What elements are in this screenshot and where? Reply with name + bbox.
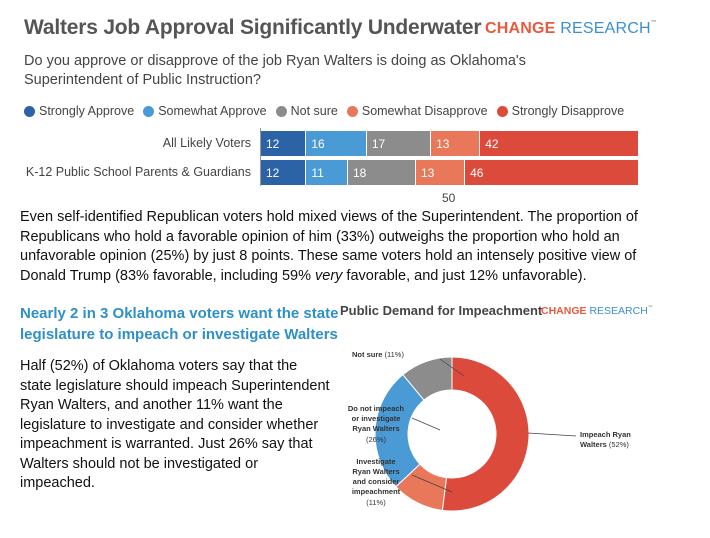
donut-label-3: Not sure (11%)	[352, 350, 404, 359]
bar-segment-not-sure: 18	[347, 160, 416, 185]
republican-views-paragraph: Even self-identified Republican voters h…	[20, 208, 680, 286]
bar-segment-somewhat-disapprove: 13	[415, 160, 466, 185]
brand-logo: CHANGE RESEARCH™	[485, 20, 657, 37]
legend-swatch	[496, 105, 508, 117]
x-tick-50: 50	[442, 191, 456, 205]
chart-title: Walters Job Approval Significantly Under…	[24, 16, 482, 39]
donut-leader-line	[411, 474, 453, 493]
category-label: K-12 Public School Parents & Guardians	[25, 165, 251, 179]
donut-slice-0	[441, 356, 530, 512]
donut-label-0: Impeach Ryan Walters (52%)	[580, 430, 631, 449]
legend-label: Strongly Approve	[39, 104, 135, 118]
bar-segment-somewhat-approve: 11	[306, 160, 348, 185]
legend-item-somewhat-disapprove: Somewhat Disapprove	[346, 104, 488, 118]
donut-brand-word-change: CHANGE	[541, 305, 587, 317]
legend-item-somewhat-approve: Somewhat Approve	[143, 104, 267, 118]
donut-brand-word-research: RESEARCH	[589, 305, 648, 317]
impeachment-paragraph: Half (52%) of Oklahoma voters say that t…	[20, 358, 330, 491]
legend-swatch	[143, 105, 155, 117]
bar-segment-strongly-approve: 12	[261, 131, 307, 156]
bar-segment-somewhat-disapprove: 13	[431, 131, 481, 156]
legend-item-not-sure: Not sure	[275, 104, 338, 118]
bar-segment-strongly-approve: 12	[261, 160, 307, 185]
donut-leader-line	[439, 358, 465, 377]
donut-title: Public Demand for Impeachment	[340, 303, 543, 318]
bar-segment-strongly-disapprove: 42	[480, 131, 639, 156]
brand-word-research: RESEARCH	[560, 20, 651, 37]
survey-question: Do you approve or disapprove of the job …	[24, 53, 526, 88]
paragraph1-emphasis: very	[315, 267, 343, 284]
donut-leader-line	[527, 432, 577, 437]
bar-legend: Strongly Approve Somewhat Approve Not sure…	[24, 104, 633, 118]
legend-label: Somewhat Approve	[158, 104, 267, 118]
bar-axis-line	[260, 128, 261, 186]
legend-swatch	[346, 105, 358, 117]
bar-row: 12 11 18 13 46	[261, 160, 639, 185]
donut-label-1: Investigate Ryan Walters and consider impea…	[352, 457, 401, 507]
legend-label: Not sure	[290, 104, 338, 118]
paragraph1-part-a: Even self-identified Republican voters h…	[20, 209, 638, 284]
legend-swatch	[24, 105, 35, 117]
bar-segment-strongly-disapprove: 46	[465, 160, 639, 185]
legend-item-strongly-disapprove: Strongly Disapprove	[496, 104, 625, 118]
donut-label-2: Do not impeach or investigate Ryan Walters…	[348, 404, 405, 444]
bar-segment-not-sure: 17	[366, 131, 432, 156]
impeachment-subhead: Nearly 2 in 3 Oklahoma voters want the s…	[20, 305, 339, 343]
donut-slice-3	[402, 356, 453, 401]
donut-brand-logo: CHANGE RESEARCH™	[541, 305, 653, 317]
legend-label: Somewhat Disapprove	[361, 104, 488, 118]
brand-word-change: CHANGE	[485, 20, 556, 37]
paragraph1-part-b: favorable, and just 12% unfavorable).	[342, 267, 587, 284]
legend-swatch	[275, 105, 287, 117]
legend-label: Strongly Disapprove	[511, 104, 625, 118]
donut-leader-line	[411, 417, 441, 431]
category-label: All Likely Voters	[162, 136, 251, 150]
bar-segment-somewhat-approve: 16	[306, 131, 367, 156]
bar-row: 12 16 17 13 42	[261, 131, 639, 156]
legend-item-strongly-approve: Strongly Approve	[24, 104, 134, 118]
